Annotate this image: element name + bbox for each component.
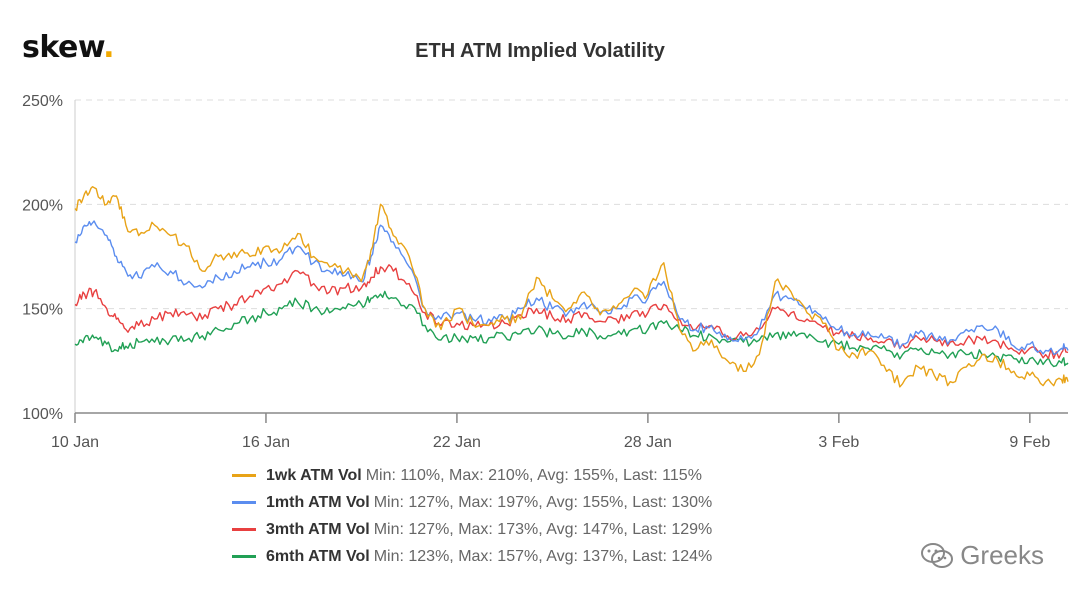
- x-tick-label: 9 Feb: [1009, 434, 1050, 451]
- legend-series-name: 6mth ATM Vol: [266, 547, 370, 565]
- series-line-1wk: [74, 185, 1069, 388]
- chart-legend: 1wk ATM Vol Min: 110%, Max: 210%, Avg: 15…: [232, 462, 712, 570]
- legend-series-name: 3mth ATM Vol: [266, 520, 370, 538]
- chart-title: ETH ATM Implied Volatility: [415, 40, 665, 62]
- series-lines: [74, 185, 1069, 388]
- x-tick-label: 22 Jan: [433, 434, 481, 451]
- legend-item[interactable]: 6mth ATM Vol Min: 123%, Max: 157%, Avg: 1…: [232, 543, 712, 570]
- x-axis: 10 Jan 16 Jan 22 Jan 28 Jan 3 Feb 9 Feb: [51, 100, 1068, 451]
- legend-swatch: [232, 528, 256, 531]
- x-tick-label: 3 Feb: [818, 434, 859, 451]
- brand-name: skew: [22, 30, 104, 65]
- y-tick-label: 100%: [22, 406, 63, 423]
- legend-item[interactable]: 1wk ATM Vol Min: 110%, Max: 210%, Avg: 15…: [232, 462, 712, 489]
- brand-logo: skew.: [22, 30, 115, 65]
- y-tick-label: 200%: [22, 197, 63, 214]
- y-tick-label: 150%: [22, 302, 63, 319]
- legend-series-stats: Min: 123%, Max: 157%, Avg: 137%, Last: 1…: [373, 547, 713, 565]
- x-tick-label: 16 Jan: [242, 434, 290, 451]
- legend-swatch: [232, 501, 256, 504]
- line-chart: 100% 150% 200% 250% 10 Jan 16 Jan 22 Jan 28 Ja…: [22, 93, 1069, 451]
- legend-series-stats: Min: 110%, Max: 210%, Avg: 155%, Last: 1…: [365, 466, 702, 484]
- legend-item[interactable]: 3mth ATM Vol Min: 127%, Max: 173%, Avg: 1…: [232, 516, 712, 543]
- watermark-text: Greeks: [960, 540, 1044, 570]
- legend-swatch: [232, 474, 256, 477]
- legend-series-stats: Min: 127%, Max: 197%, Avg: 155%, Last: 1…: [373, 493, 713, 511]
- legend-series-stats: Min: 127%, Max: 173%, Avg: 147%, Last: 1…: [373, 520, 713, 538]
- brand-dot: .: [103, 30, 115, 65]
- watermark: Greeks: [920, 540, 1044, 571]
- grid-lines: [75, 99, 1068, 310]
- legend-swatch: [232, 555, 256, 558]
- x-tick-label: 28 Jan: [624, 434, 672, 451]
- legend-series-name: 1wk ATM Vol: [266, 466, 362, 484]
- y-tick-label: 250%: [22, 93, 63, 110]
- x-tick-label: 10 Jan: [51, 434, 99, 451]
- y-axis-ticks: 100% 150% 200% 250%: [22, 93, 63, 423]
- series-line-1mth: [74, 220, 1069, 355]
- series-line-6mth: [74, 290, 1069, 368]
- legend-item[interactable]: 1mth ATM Vol Min: 127%, Max: 197%, Avg: 1…: [232, 489, 712, 516]
- legend-series-name: 1mth ATM Vol: [266, 493, 370, 511]
- wechat-icon: [921, 542, 954, 568]
